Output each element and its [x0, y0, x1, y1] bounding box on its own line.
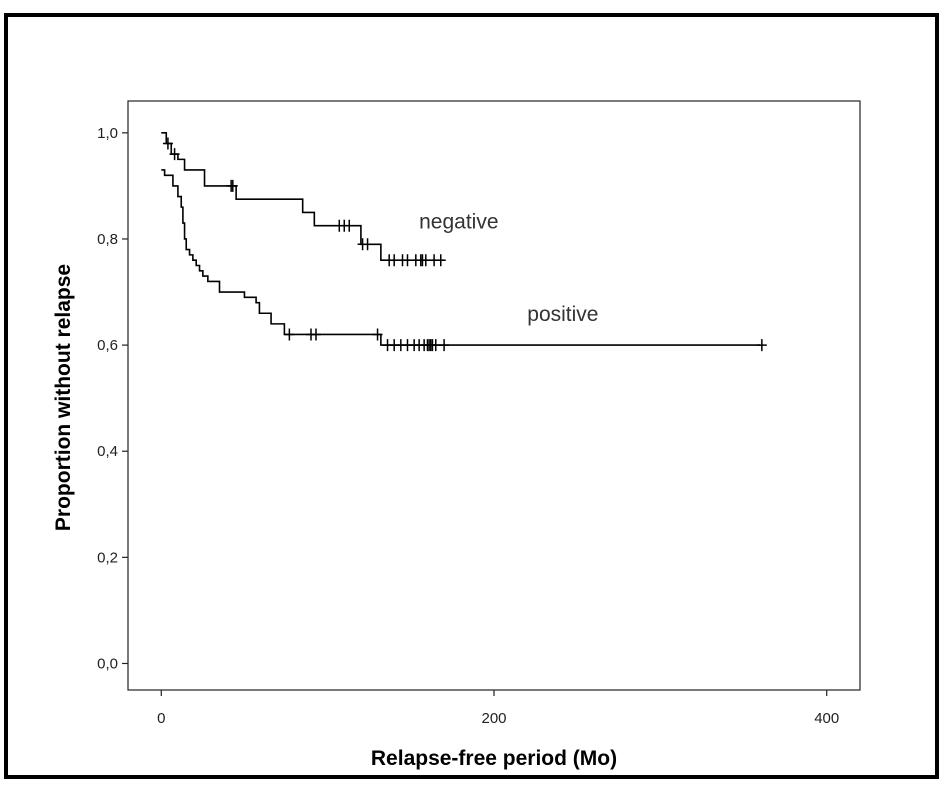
x-axis-title: Relapse-free period (Mo): [371, 747, 617, 770]
y-tick-label: 0,0: [97, 655, 118, 672]
censor-mark: [310, 328, 321, 341]
annotation-negative: negative: [419, 210, 498, 233]
censor-mark: [439, 339, 450, 352]
censor-mark: [162, 137, 173, 150]
censor-mark: [362, 238, 373, 251]
censor-mark: [756, 339, 767, 352]
censor-mark: [227, 179, 238, 192]
plot-area: [127, 100, 861, 691]
x-tick-label: 200: [481, 710, 506, 727]
series-positive: [161, 169, 767, 352]
censor-mark: [435, 254, 446, 267]
censor-mark: [169, 148, 180, 161]
censor-mark: [284, 328, 295, 341]
y-tick-label: 0,8: [97, 231, 118, 248]
y-tick-label: 0,2: [97, 549, 118, 566]
annotation-positive: positive: [527, 303, 598, 326]
series-negative: [161, 132, 446, 267]
y-axis-title: Proportion without relapse: [52, 264, 75, 531]
y-axis: 0,0 0,2 0,4 0,6 0,8 1,0: [97, 125, 128, 672]
annotation-layer: negative positive: [419, 210, 598, 326]
x-tick-label: 400: [814, 710, 839, 727]
censor-mark: [344, 219, 355, 232]
series-layer: [161, 132, 767, 352]
censor-mark: [372, 328, 383, 341]
x-axis: 0 200 400: [157, 690, 839, 727]
y-tick-label: 1,0: [97, 125, 118, 142]
y-tick-label: 0,4: [97, 443, 118, 460]
survival-curve-positive: [161, 169, 761, 346]
y-tick-label: 0,6: [97, 337, 118, 354]
x-tick-label: 0: [157, 710, 165, 727]
